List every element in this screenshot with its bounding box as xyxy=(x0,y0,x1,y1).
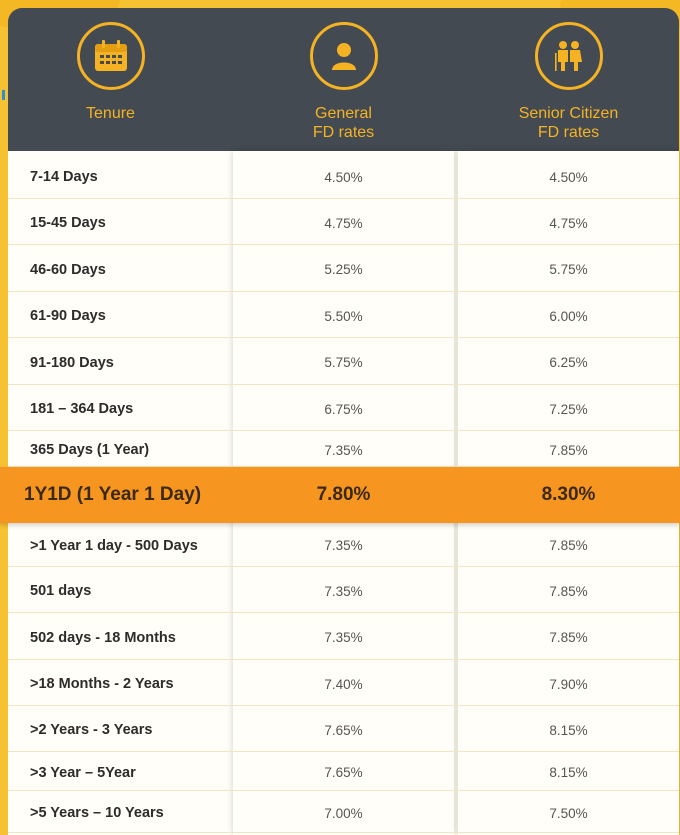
table-row: >2 Years - 3 Years 7.65% 8.15% xyxy=(8,708,679,752)
general-rate-cell: 5.25% xyxy=(324,262,363,277)
general-rate-cell: 7.35% xyxy=(324,442,363,458)
tenure-cell: 181 – 364 Days xyxy=(30,401,134,417)
tenure-cell: 46-60 Days xyxy=(30,261,106,278)
tenure-cell: 7-14 Days xyxy=(30,169,98,185)
tenure-cell: 501 days xyxy=(30,583,92,599)
header-senior: Senior Citizen FD rates xyxy=(458,8,679,151)
header-tenure-label: Tenure xyxy=(86,105,135,122)
general-rate-cell: 7.35% xyxy=(324,630,363,645)
table-row: 501 days 7.35% 7.85% xyxy=(8,569,679,613)
table-row: >5 Years – 10 Years 7.00% 7.50% xyxy=(8,793,679,833)
general-rate-cell: 4.75% xyxy=(324,215,363,231)
calendar-icon xyxy=(76,22,145,90)
highlight-tenure: 1Y1D (1 Year 1 Day) xyxy=(24,484,202,505)
general-rate-cell: 5.75% xyxy=(324,355,363,370)
senior-rate-cell: 7.85% xyxy=(549,630,588,645)
user-icon xyxy=(309,22,378,90)
header-tenure: Tenure xyxy=(8,8,213,151)
fd-rates-card: Tenure General FD rates Sen xyxy=(0,8,680,835)
senior-rate-cell: 7.25% xyxy=(549,401,588,417)
senior-couple-icon xyxy=(534,22,603,90)
tenure-cell: >5 Years – 10 Years xyxy=(30,805,164,821)
senior-rate-cell: 8.15% xyxy=(549,765,588,780)
general-rate-cell: 6.75% xyxy=(324,401,363,417)
general-rate-cell: 7.35% xyxy=(324,583,363,599)
header-general-label: General FD rates xyxy=(312,105,375,141)
tenure-cell: 91-180 Days xyxy=(30,354,114,371)
table-header: Tenure General FD rates Sen xyxy=(8,8,679,151)
tenure-cell: >1 Year 1 day - 500 Days xyxy=(30,537,198,554)
general-rate-cell: 7.40% xyxy=(324,676,363,692)
senior-rate-cell: 6.25% xyxy=(549,355,588,370)
tenure-cell: 365 Days (1 Year) xyxy=(30,442,150,458)
senior-rate-cell: 7.90% xyxy=(549,676,588,692)
senior-rate-cell: 8.15% xyxy=(549,722,588,738)
tenure-cell: 502 days - 18 Months xyxy=(30,629,176,646)
table-row: 46-60 Days 5.25% 5.75% xyxy=(8,247,679,292)
table-row: 7-14 Days 4.50% 4.50% xyxy=(8,155,679,199)
table-row: >3 Year – 5Year 7.65% 8.15% xyxy=(8,754,679,791)
tenure-cell: >2 Years - 3 Years xyxy=(30,722,153,738)
general-rate-cell: 7.65% xyxy=(324,722,363,738)
general-rate-cell: 5.50% xyxy=(324,308,363,324)
table-row: 15-45 Days 4.75% 4.75% xyxy=(8,201,679,245)
table-row: >1 Year 1 day - 500 Days 7.35% 7.85% xyxy=(8,524,679,567)
table-row: 502 days - 18 Months 7.35% 7.85% xyxy=(8,615,679,660)
table-row: 61-90 Days 5.50% 6.00% xyxy=(8,294,679,338)
tenure-cell: >3 Year – 5Year xyxy=(30,764,136,781)
table-row: >18 Months - 2 Years 7.40% 7.90% xyxy=(8,662,679,706)
highlight-row: 1Y1D (1 Year 1 Day) 7.80% 8.30% xyxy=(0,467,680,523)
senior-rate-cell: 4.75% xyxy=(549,215,588,231)
senior-rate-cell: 6.00% xyxy=(549,308,588,324)
header-senior-label: Senior Citizen FD rates xyxy=(518,105,619,141)
senior-rate-cell: 5.75% xyxy=(549,262,588,277)
tenure-cell: 15-45 Days xyxy=(30,215,106,231)
general-rate-cell: 7.35% xyxy=(324,538,363,553)
tenure-cell: 61-90 Days xyxy=(30,308,106,324)
senior-rate-cell: 7.50% xyxy=(549,805,588,821)
general-rate-cell: 7.65% xyxy=(324,765,363,780)
table-row: 91-180 Days 5.75% 6.25% xyxy=(8,340,679,385)
highlight-general-rate: 7.80% xyxy=(316,484,371,505)
senior-rate-cell: 7.85% xyxy=(549,442,588,458)
table-row: 181 – 364 Days 6.75% 7.25% xyxy=(8,387,679,431)
table-row: 365 Days (1 Year) 7.35% 7.85% xyxy=(8,433,679,467)
senior-rate-cell: 7.85% xyxy=(549,583,588,599)
highlight-senior-rate: 8.30% xyxy=(541,484,596,505)
general-rate-cell: 4.50% xyxy=(324,169,363,185)
general-rate-cell: 7.00% xyxy=(324,805,363,821)
tenure-cell: >18 Months - 2 Years xyxy=(30,676,174,692)
senior-rate-cell: 4.50% xyxy=(549,169,588,185)
header-general: General FD rates xyxy=(233,8,454,151)
senior-rate-cell: 7.85% xyxy=(549,538,588,553)
